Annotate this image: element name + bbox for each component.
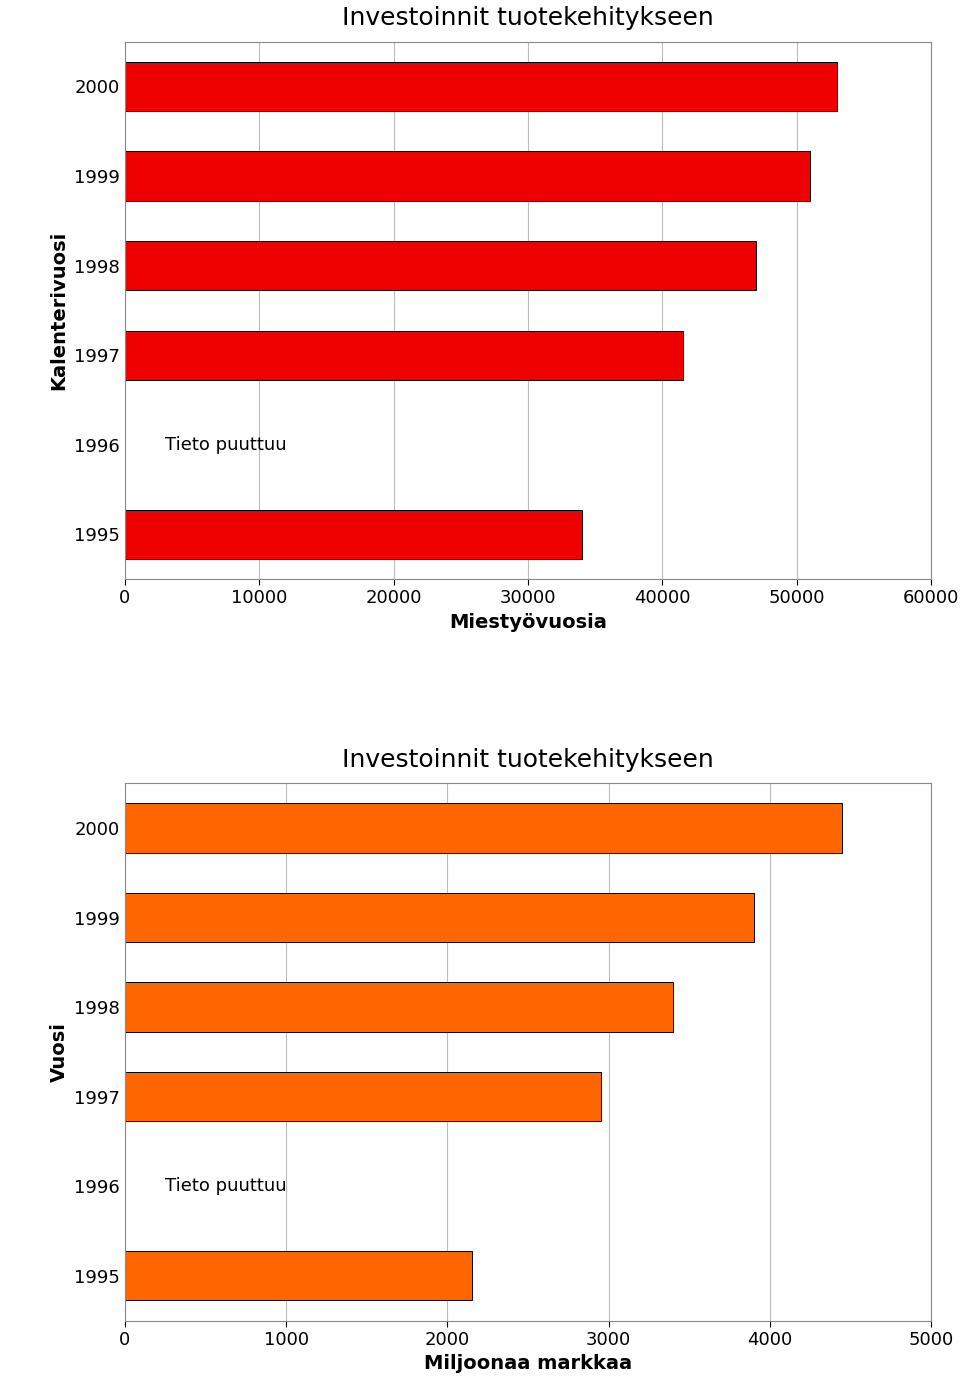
Y-axis label: Kalenterivuosi: Kalenterivuosi bbox=[50, 231, 68, 391]
Y-axis label: Vuosi: Vuosi bbox=[50, 1022, 68, 1081]
Bar bbox=[125, 803, 843, 852]
Bar bbox=[125, 892, 754, 942]
Title: Investoinnit tuotekehitykseen: Investoinnit tuotekehitykseen bbox=[342, 748, 714, 771]
Bar bbox=[125, 240, 756, 291]
X-axis label: Miljoonaa markkaa: Miljoonaa markkaa bbox=[424, 1354, 632, 1373]
Bar bbox=[125, 983, 673, 1031]
Text: Tieto puuttuu: Tieto puuttuu bbox=[165, 435, 287, 453]
Title: Investoinnit tuotekehitykseen: Investoinnit tuotekehitykseen bbox=[342, 6, 714, 31]
X-axis label: Miestyövuosia: Miestyövuosia bbox=[449, 613, 607, 632]
Bar bbox=[125, 1072, 601, 1122]
Bar bbox=[125, 1251, 471, 1301]
Text: Tieto puuttuu: Tieto puuttuu bbox=[165, 1177, 287, 1195]
Bar bbox=[125, 152, 810, 200]
Bar bbox=[125, 331, 683, 379]
Bar bbox=[125, 61, 837, 111]
Bar bbox=[125, 510, 582, 559]
